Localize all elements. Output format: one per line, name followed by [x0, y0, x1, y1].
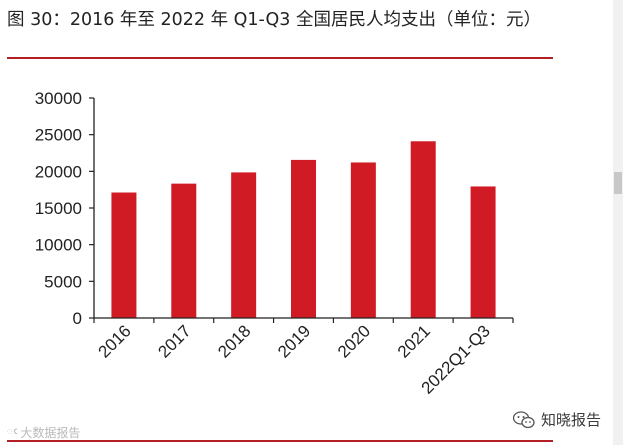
- watermark-left-text: 大数据报告: [20, 425, 81, 440]
- y-tick-label: 30000: [35, 89, 82, 108]
- scrollbar-thumb[interactable]: [614, 172, 622, 194]
- y-tick-label: 0: [73, 309, 82, 328]
- watermark-right-text: 知晓报告: [540, 411, 601, 429]
- x-tick-marks: [93, 318, 514, 323]
- y-tick-labels: 0 5000 10000 15000 20000 25000 30000: [35, 89, 82, 328]
- y-tick-label: 15000: [35, 199, 82, 218]
- y-tick-label: 25000: [35, 126, 82, 145]
- x-tick-label: 2017: [154, 321, 194, 361]
- bar-2019: [291, 159, 316, 318]
- x-tick-label: 2019: [274, 321, 314, 361]
- y-tick-label: 10000: [35, 236, 82, 255]
- x-tick-label: 2020: [334, 321, 374, 361]
- wechat-icon: [512, 410, 535, 428]
- watermark-left: ఁ 大数据报告: [6, 423, 80, 441]
- bar-chart: 0 5000 10000 15000 20000 25000 30000 2016 2017 2…: [35, 89, 514, 398]
- watermark-right: 知晓报告: [512, 409, 601, 430]
- bar-2016: [111, 192, 137, 318]
- scrollbar[interactable]: [613, 0, 623, 445]
- y-tick-label: 5000: [44, 272, 82, 291]
- y-tick-label: 20000: [35, 162, 82, 181]
- x-tick-label: 2021: [394, 321, 434, 361]
- x-tick-label: 2016: [95, 321, 135, 361]
- top-rule: [7, 57, 553, 59]
- bar-2018: [231, 172, 257, 318]
- x-tick-label: 2018: [214, 321, 254, 361]
- bar-2020: [350, 162, 376, 318]
- bars: [111, 141, 496, 318]
- y-tick-marks: [89, 97, 94, 319]
- watermark-logo-icon: ఁ: [6, 423, 18, 438]
- bar-2022Q1-Q3: [470, 186, 496, 318]
- bar-2021: [410, 141, 436, 318]
- figure-title: 图 30：2016 年至 2022 年 Q1-Q3 全国居民人均支出（单位：元）: [7, 10, 541, 30]
- bar-2017: [171, 183, 197, 318]
- bottom-rule: [7, 440, 553, 442]
